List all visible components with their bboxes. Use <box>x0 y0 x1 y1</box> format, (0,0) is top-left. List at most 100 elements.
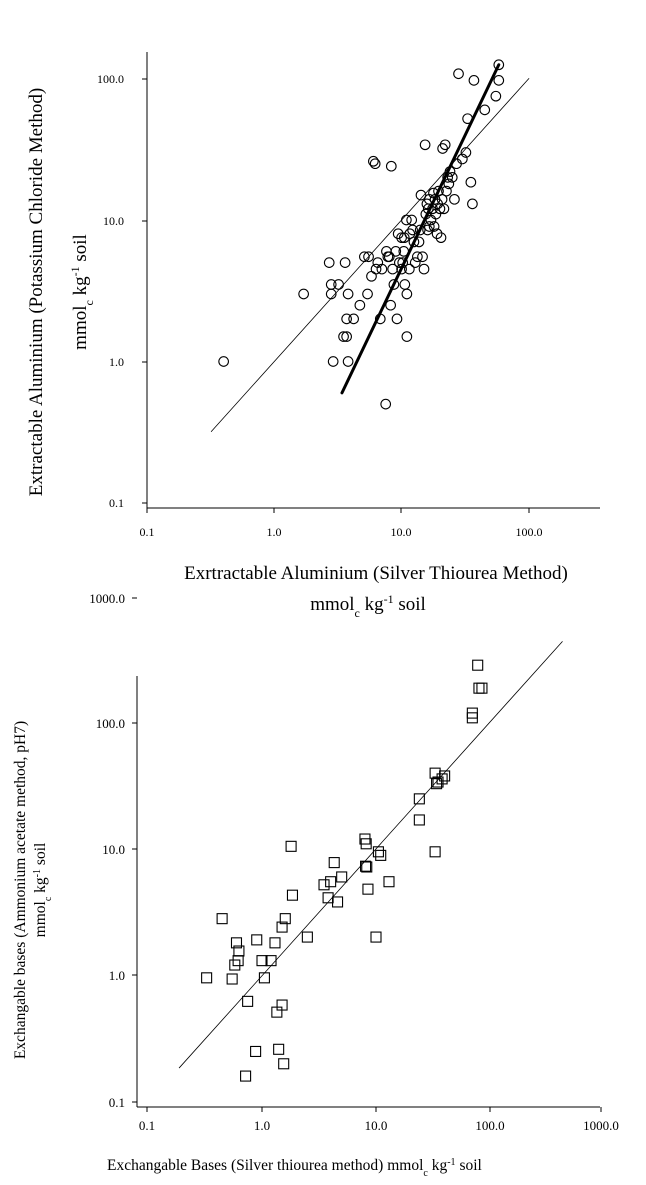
chart-1-point <box>408 236 420 248</box>
chart-1-point <box>342 356 354 367</box>
chart-2-point <box>251 934 263 946</box>
chart-2-point <box>466 712 478 724</box>
chart-1-points <box>218 59 505 410</box>
chart-1-point <box>359 251 370 263</box>
chart-1-point <box>388 279 400 290</box>
chart-2-point <box>250 1045 262 1058</box>
chart-2-point <box>232 955 244 967</box>
chart-1-point <box>398 232 410 244</box>
chart-2-point <box>328 857 340 869</box>
chart-2-point <box>361 861 373 873</box>
chart-2-axes <box>136 676 600 1108</box>
chart-2-point <box>240 1070 252 1082</box>
chart-2-point <box>226 973 238 985</box>
chart-1-point <box>396 263 407 275</box>
chart-1-y-label: Extractable Aluminium (Potassium Chlorid… <box>26 88 47 496</box>
chart-1-x-tick-label: 100.0 <box>516 525 543 539</box>
chart-1-point <box>446 172 458 183</box>
chart-1-point <box>493 75 505 86</box>
chart-2-point <box>216 913 228 925</box>
chart-2-point <box>383 876 395 888</box>
chart-2-point <box>429 846 441 858</box>
chart-2-point <box>230 937 243 949</box>
chart-1-point <box>441 185 452 197</box>
chart-1-point <box>333 279 344 290</box>
chart-1-y-tick-label: 1.0 <box>109 355 124 369</box>
chart-1-point <box>438 203 450 215</box>
chart-1-point <box>342 288 354 300</box>
chart-2-point <box>258 972 270 984</box>
chart-1-point <box>444 166 456 177</box>
chart-1-point <box>414 224 426 236</box>
chart-2-points <box>201 659 488 1082</box>
chart-1-point <box>462 113 473 125</box>
chart-2-point <box>286 889 299 901</box>
chart-1-point <box>383 251 395 263</box>
chart-1-point <box>362 288 373 300</box>
chart-1-point <box>376 263 388 275</box>
chart-2-y-tick-label: 1.0 <box>109 968 125 983</box>
chart-1-axes <box>146 52 600 509</box>
chart-2-point <box>229 959 241 971</box>
chart-1-point <box>401 288 413 300</box>
chart-1-point <box>339 257 351 268</box>
chart-1-point <box>407 224 418 236</box>
chart-1-point <box>325 279 337 290</box>
chart-2-point <box>362 883 374 895</box>
chart-1-point <box>401 214 412 226</box>
chart-2-point <box>336 871 348 883</box>
chart-1-point <box>415 189 427 201</box>
chart-1-point <box>449 193 460 205</box>
chart-2-x-tick-label: 1000.0 <box>583 1118 619 1133</box>
chart-1-point <box>428 187 439 199</box>
chart-1-point <box>369 158 381 170</box>
chart-1-point <box>390 246 402 257</box>
chart-1-y-unit: mmolc kg-1 soil <box>68 234 96 350</box>
chart-1-point <box>354 299 366 311</box>
chart-1-point <box>387 263 398 275</box>
chart-1-point <box>443 178 455 190</box>
chart-1-point <box>412 251 423 263</box>
chart-2-point <box>325 876 337 888</box>
chart-1-point <box>341 313 352 325</box>
chart-1-y-tick-label: 100.0 <box>97 72 124 86</box>
chart-1-point <box>401 331 413 342</box>
chart-1-point <box>366 270 377 282</box>
chart-1-point <box>404 228 416 240</box>
chart-1-point <box>493 59 505 71</box>
chart-2-point <box>375 849 387 861</box>
chart-1-point <box>393 257 405 268</box>
chart-2: 0.1 1.0 10.0 100.0 1000.0 0.1 1.0 10.0 100.0 1000… <box>12 591 619 1179</box>
chart-2-point <box>436 773 448 785</box>
chart-1-point <box>413 236 425 248</box>
chart-2-y-label: Exchangable bases (Ammonium acetate meth… <box>12 721 29 1059</box>
chart-1-point <box>460 147 472 158</box>
chart-2-y-unit: mmolc kg-1 soil <box>32 843 54 938</box>
chart-1-one-to-one-line <box>210 78 530 432</box>
chart-2-point <box>273 1043 285 1055</box>
chart-1-point <box>403 263 415 275</box>
chart-2-point <box>278 1058 290 1070</box>
chart-2-point <box>370 931 382 943</box>
chart-1-point <box>368 155 379 167</box>
chart-2-point <box>233 945 245 957</box>
chart-2-point <box>242 995 254 1007</box>
chart-1-point <box>338 331 349 342</box>
chart-2-point <box>413 793 425 805</box>
chart-2-point <box>276 921 288 933</box>
chart-1-point <box>391 313 403 325</box>
chart-1-point <box>370 263 382 275</box>
chart-1-point <box>409 257 421 268</box>
chart-2-point <box>432 776 444 788</box>
chart-1-point <box>380 398 392 410</box>
chart-1-point <box>363 251 374 263</box>
chart-1-point <box>385 299 396 311</box>
chart-1-point <box>348 313 359 325</box>
chart-1-point <box>468 75 480 86</box>
chart-1-point <box>341 331 352 342</box>
chart-1-point <box>397 257 409 268</box>
chart-1-point <box>430 208 442 220</box>
chart-1-point <box>490 90 502 102</box>
chart-2-point <box>269 937 281 949</box>
chart-2-point <box>476 682 488 694</box>
